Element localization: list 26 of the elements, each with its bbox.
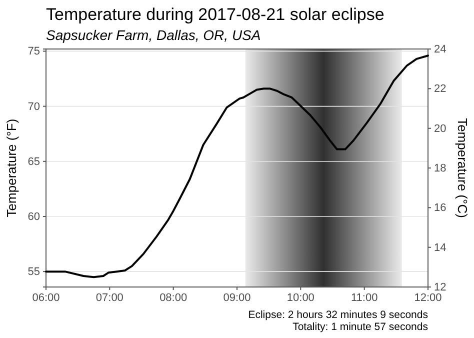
y2-tick-label: 22 xyxy=(434,83,446,96)
x-tick-label: 12:00 xyxy=(414,292,442,304)
x-tick-label: 09:00 xyxy=(223,292,251,304)
y2-tick-label: 20 xyxy=(434,122,446,135)
text: Totality: 1 minute 57 seconds xyxy=(292,321,428,333)
x-tick-label: 06:00 xyxy=(32,292,60,304)
y2-tick-label: 24 xyxy=(434,44,446,56)
x-tick-label: 11:00 xyxy=(350,292,378,304)
y-tick-label: 55 xyxy=(28,266,40,278)
y-tick-label: 65 xyxy=(28,156,40,168)
chart-subtitle: Sapsucker Farm, Dallas, OR, USA xyxy=(46,27,261,43)
y-tick-label: 75 xyxy=(28,46,40,58)
x-tick-label: 07:00 xyxy=(96,292,124,304)
y2-axis-title: Temperature (°C) xyxy=(455,118,470,218)
y2-tick-label: 16 xyxy=(434,202,446,214)
y2-tick-label: 14 xyxy=(434,242,446,254)
chart-title: Temperature during 2017-08-21 solar eclipse xyxy=(46,5,384,24)
y2-tick-label: 12 xyxy=(434,282,446,294)
y-axis-title: Temperature (°F) xyxy=(4,118,19,218)
x-tick-label: 08:00 xyxy=(160,292,188,304)
line-series xyxy=(45,54,429,278)
y-tick-label: 60 xyxy=(28,211,40,223)
text: Eclipse: 2 hours 32 minutes 9 seconds xyxy=(248,309,428,321)
y2-tick-label: 18 xyxy=(434,162,446,175)
x-tick-label: 10:00 xyxy=(286,292,314,304)
y-tick-label: 70 xyxy=(28,100,40,113)
